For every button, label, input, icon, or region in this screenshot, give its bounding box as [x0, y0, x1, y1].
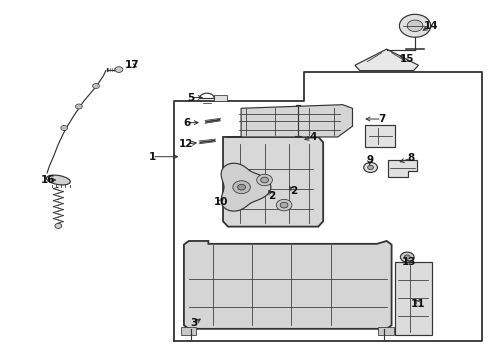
Circle shape	[364, 162, 377, 172]
FancyBboxPatch shape	[180, 327, 196, 335]
Text: 14: 14	[423, 21, 438, 31]
Polygon shape	[399, 14, 431, 37]
Circle shape	[404, 255, 410, 259]
Circle shape	[233, 181, 250, 194]
Polygon shape	[223, 137, 323, 226]
Ellipse shape	[47, 175, 70, 185]
FancyBboxPatch shape	[214, 95, 227, 102]
Circle shape	[280, 202, 288, 208]
Text: 8: 8	[408, 153, 415, 163]
Circle shape	[93, 84, 99, 89]
Circle shape	[368, 165, 373, 170]
Circle shape	[400, 252, 414, 262]
Text: 17: 17	[124, 60, 139, 70]
Text: 2: 2	[268, 191, 275, 201]
Text: 10: 10	[213, 197, 228, 207]
Circle shape	[75, 104, 82, 109]
Text: 13: 13	[401, 257, 416, 267]
Text: 7: 7	[378, 114, 386, 124]
Polygon shape	[407, 20, 423, 32]
Polygon shape	[184, 241, 392, 329]
Circle shape	[276, 199, 292, 211]
Text: 12: 12	[179, 139, 194, 149]
FancyBboxPatch shape	[378, 327, 394, 335]
Circle shape	[55, 224, 62, 228]
Text: 4: 4	[310, 132, 317, 142]
Text: 6: 6	[184, 118, 191, 128]
Polygon shape	[388, 160, 417, 177]
Circle shape	[61, 126, 68, 131]
Circle shape	[238, 184, 245, 190]
Text: 2: 2	[290, 186, 297, 196]
FancyBboxPatch shape	[394, 262, 432, 335]
Text: 1: 1	[148, 152, 156, 162]
Text: 11: 11	[411, 299, 426, 309]
Text: 5: 5	[188, 93, 195, 103]
Circle shape	[257, 174, 272, 186]
Text: 3: 3	[190, 319, 197, 328]
Circle shape	[261, 177, 269, 183]
Polygon shape	[355, 49, 418, 71]
Text: 15: 15	[400, 54, 415, 64]
FancyBboxPatch shape	[365, 126, 395, 147]
Text: 9: 9	[366, 155, 373, 165]
Polygon shape	[221, 163, 271, 211]
Text: 16: 16	[41, 175, 55, 185]
Polygon shape	[226, 105, 352, 137]
Circle shape	[115, 67, 123, 72]
